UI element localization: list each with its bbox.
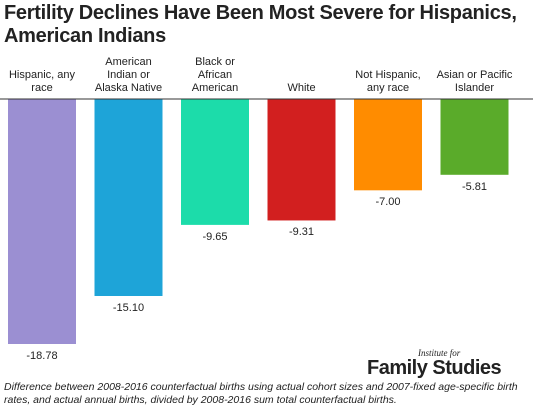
x-tick-label: White — [287, 82, 316, 94]
x-tick-label: Hispanic, any race — [8, 69, 76, 94]
x-tick-label: Asian or Pacific Islander — [436, 69, 513, 94]
chart-title: Fertility Declines Have Been Most Severe… — [4, 2, 517, 47]
logo: Family Studies — [367, 357, 502, 379]
x-tick-label: Black or African American — [191, 56, 239, 94]
x-tick-label: American Indian or Alaska Native — [94, 56, 163, 94]
bar — [8, 99, 76, 344]
logo-small: Institute for — [418, 348, 461, 358]
value-label: -18.78 — [26, 350, 58, 362]
value-label: -15.10 — [112, 301, 145, 314]
bar — [354, 99, 422, 191]
value-label: -9.65 — [202, 230, 228, 243]
bar — [94, 99, 163, 296]
note: Difference between 2008-2016 counterfact… — [4, 381, 518, 406]
bar — [440, 99, 509, 175]
bar — [267, 99, 336, 221]
bar — [181, 99, 249, 225]
value-label: -9.31 — [288, 226, 315, 239]
value-label: -5.81 — [461, 180, 488, 193]
x-tick-label: Not Hispanic, any race — [355, 69, 421, 94]
value-label: -7.00 — [375, 196, 401, 209]
